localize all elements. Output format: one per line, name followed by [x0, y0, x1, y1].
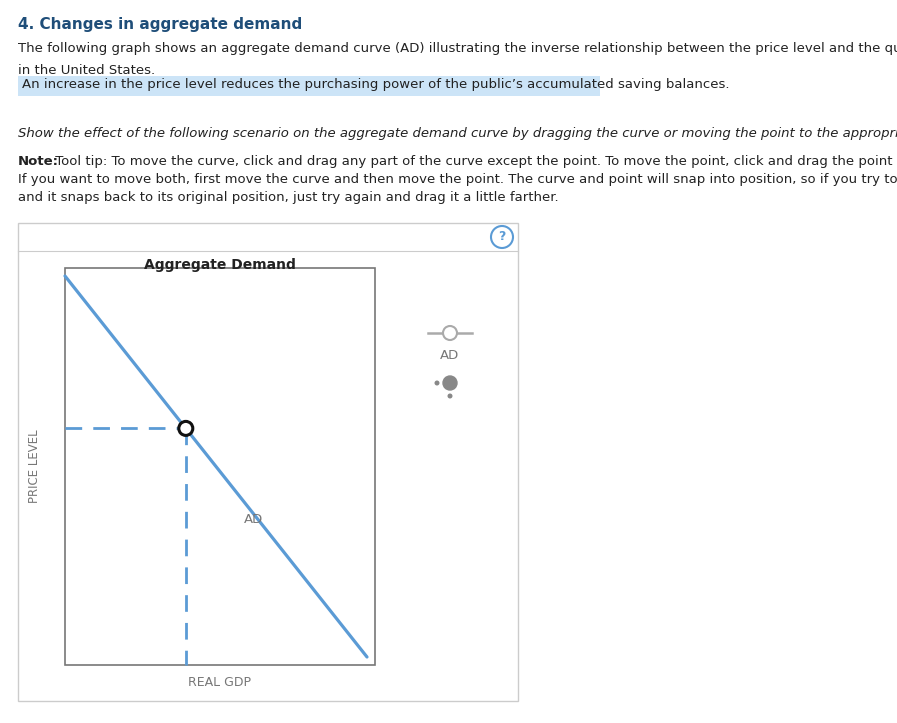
Circle shape	[434, 380, 440, 385]
Text: 4. Changes in aggregate demand: 4. Changes in aggregate demand	[18, 17, 302, 32]
Text: The following graph shows an aggregate demand curve (AD) illustrating the invers: The following graph shows an aggregate d…	[18, 42, 897, 55]
Bar	[18, 76, 600, 96]
Bar	[65, 268, 375, 665]
Circle shape	[491, 226, 513, 248]
Text: Note:: Note:	[18, 155, 59, 168]
Circle shape	[179, 422, 193, 435]
Text: REAL GDP: REAL GDP	[188, 676, 251, 689]
Text: AD: AD	[244, 513, 263, 526]
Text: ?: ?	[499, 230, 506, 243]
Text: AD: AD	[440, 349, 459, 362]
Text: Tool tip: To move the curve, click and drag any part of the curve except the poi: Tool tip: To move the curve, click and d…	[51, 155, 897, 168]
Circle shape	[443, 376, 457, 390]
Bar	[18, 223, 518, 701]
Text: PRICE LEVEL: PRICE LEVEL	[28, 429, 40, 503]
Text: and it snaps back to its original position, just try again and drag it a little : and it snaps back to its original positi…	[18, 191, 559, 204]
Circle shape	[448, 393, 452, 398]
Circle shape	[443, 326, 457, 340]
Text: An increase in the price level reduces the purchasing power of the public’s accu: An increase in the price level reduces t…	[22, 78, 729, 91]
Text: Show the effect of the following scenario on the aggregate demand curve by dragg: Show the effect of the following scenari…	[18, 127, 897, 140]
Text: in the United States.: in the United States.	[18, 64, 155, 77]
Text: If you want to move both, first move the curve and then move the point. The curv: If you want to move both, first move the…	[18, 173, 897, 186]
Text: Aggregate Demand: Aggregate Demand	[144, 258, 296, 272]
